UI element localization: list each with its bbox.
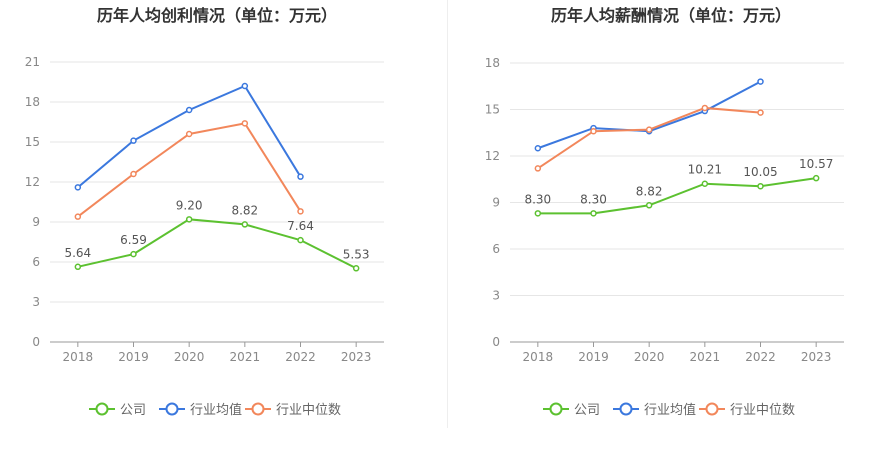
data-point-industry-median[interactable] — [701, 104, 709, 112]
x-tick-label: 2020 — [634, 350, 665, 364]
y-tick-label: 9 — [32, 215, 40, 229]
data-point-industry-median[interactable] — [130, 170, 137, 178]
x-tick-label: 2019 — [118, 350, 149, 364]
data-point-company[interactable] — [534, 210, 542, 217]
x-tick-label: 2021 — [690, 350, 721, 364]
data-point-industry-avg[interactable] — [241, 82, 249, 90]
y-tick-label: 3 — [492, 289, 500, 303]
legend-item-industry-avg[interactable]: 行业均值 — [613, 402, 696, 418]
data-label: 5.53 — [343, 247, 370, 261]
y-tick-label: 0 — [492, 335, 500, 349]
legend-item-industry-median[interactable]: 行业中位数 — [245, 402, 341, 418]
data-point-industry-median[interactable] — [297, 208, 304, 215]
y-tick-label: 3 — [32, 295, 40, 309]
data-point-company[interactable] — [757, 182, 764, 190]
y-tick-label: 0 — [32, 335, 40, 349]
y-tick-label: 6 — [32, 255, 40, 269]
data-point-industry-avg[interactable] — [534, 145, 542, 152]
data-point-industry-median[interactable] — [185, 130, 193, 138]
data-point-industry-median[interactable] — [534, 165, 542, 172]
legend-marker-icon — [251, 402, 265, 416]
data-point-company[interactable] — [352, 265, 360, 272]
data-point-industry-median[interactable] — [645, 126, 653, 133]
data-label: 6.59 — [120, 233, 147, 247]
series-line-company — [537, 177, 817, 215]
data-point-industry-avg[interactable] — [757, 78, 764, 85]
data-point-industry-avg[interactable] — [130, 137, 137, 144]
legend-label: 行业中位数 — [276, 403, 341, 418]
x-tick-label: 2020 — [174, 350, 205, 364]
data-label: 9.20 — [176, 198, 203, 212]
legend-label: 行业均值 — [190, 402, 242, 418]
data-label: 5.64 — [64, 246, 91, 260]
legend-label: 公司 — [574, 403, 600, 418]
legend-marker-icon — [619, 402, 633, 416]
y-tick-label: 18 — [25, 95, 40, 109]
data-label: 7.64 — [287, 219, 314, 233]
data-label: 8.82 — [231, 203, 258, 217]
data-label: 8.82 — [636, 184, 663, 198]
chart-title: 历年人均创利情况（单位：万元） — [97, 6, 337, 25]
legend-marker-icon — [95, 402, 109, 416]
y-tick-label: 9 — [492, 196, 500, 210]
legend-marker-icon — [165, 402, 179, 416]
x-tick-label: 2018 — [63, 350, 94, 364]
x-tick-label: 2022 — [285, 350, 316, 364]
legend-marker-icon — [549, 402, 563, 416]
y-tick-label: 18 — [485, 56, 500, 70]
data-point-company[interactable] — [74, 263, 82, 271]
data-point-industry-avg[interactable] — [74, 184, 82, 191]
y-tick-label: 15 — [25, 135, 40, 149]
series-line-company — [77, 218, 357, 270]
data-point-company[interactable] — [590, 210, 597, 217]
data-point-company[interactable] — [701, 180, 709, 187]
legend-marker-icon — [705, 402, 719, 416]
legend-item-company[interactable]: 公司 — [543, 402, 600, 418]
x-tick-label: 2021 — [230, 350, 261, 364]
data-label: 10.21 — [688, 163, 722, 177]
data-point-company[interactable] — [130, 250, 137, 258]
x-tick-label: 2023 — [801, 350, 832, 364]
panel-divider — [447, 0, 448, 428]
legend-item-industry-avg[interactable]: 行业均值 — [159, 402, 242, 418]
y-tick-label: 12 — [25, 175, 40, 189]
y-tick-label: 6 — [492, 242, 500, 256]
series-line-industry-median — [537, 106, 761, 170]
y-tick-label: 12 — [485, 149, 500, 163]
x-tick-label: 2022 — [745, 350, 776, 364]
legend-item-company[interactable]: 公司 — [89, 402, 146, 418]
data-point-industry-median[interactable] — [74, 213, 82, 220]
data-point-company[interactable] — [812, 174, 820, 182]
data-point-company[interactable] — [241, 221, 249, 228]
data-point-industry-avg[interactable] — [185, 106, 193, 114]
x-tick-label: 2018 — [523, 350, 554, 364]
y-tick-label: 21 — [25, 55, 40, 69]
data-point-company[interactable] — [645, 202, 653, 209]
data-label: 8.30 — [580, 192, 607, 206]
chart-per-capita-profit: 历年人均创利情况（单位：万元） 0 3 6 9 12 15 18 21 2018 2019 2020 2… — [25, 6, 384, 418]
data-point-company[interactable] — [185, 216, 193, 223]
chart-title: 历年人均薪酬情况（单位：万元） — [551, 6, 791, 25]
x-tick-label: 2019 — [578, 350, 609, 364]
legend-label: 行业均值 — [644, 402, 696, 418]
x-tick-label: 2023 — [341, 350, 372, 364]
legend-label: 公司 — [120, 403, 146, 418]
data-point-industry-median[interactable] — [757, 109, 764, 116]
series-line-industry-avg — [537, 80, 761, 150]
legend-item-industry-median[interactable]: 行业中位数 — [699, 402, 795, 418]
data-label: 8.30 — [524, 192, 551, 206]
data-point-industry-avg[interactable] — [297, 173, 304, 180]
data-point-company[interactable] — [297, 236, 304, 244]
data-label: 10.57 — [799, 157, 833, 171]
data-label: 10.05 — [743, 165, 777, 179]
data-point-industry-median[interactable] — [590, 127, 597, 135]
y-tick-label: 15 — [485, 103, 500, 117]
chart-per-capita-salary: 历年人均薪酬情况（单位：万元） 0 3 6 9 12 15 18 2018 2019 2020 202… — [485, 6, 844, 418]
data-point-industry-median[interactable] — [241, 120, 249, 127]
legend-label: 行业中位数 — [730, 403, 795, 418]
